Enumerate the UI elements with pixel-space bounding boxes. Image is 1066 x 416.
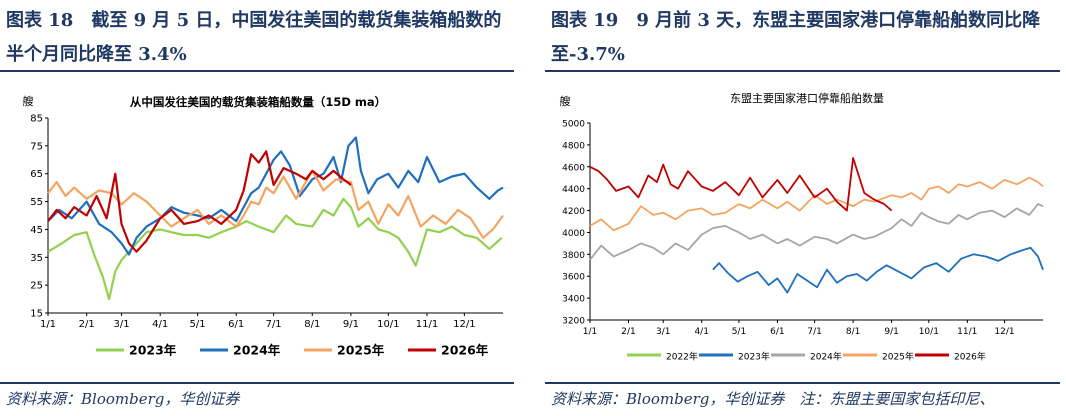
x-tick-label: 10/1 <box>919 327 939 337</box>
y-tick-label: 4200 <box>562 207 585 217</box>
x-tick-label: 7/1 <box>807 327 821 337</box>
x-tick-label: 10/1 <box>377 319 399 330</box>
x-tick-label: 2/1 <box>621 327 635 337</box>
x-tick-label: 12/1 <box>453 319 475 330</box>
x-tick-label: 6/1 <box>770 327 784 337</box>
y-tick-label: 45 <box>30 225 43 236</box>
x-tick-label: 3/1 <box>114 319 130 330</box>
y-tick-label: 85 <box>30 114 43 125</box>
x-tick-label: 11/1 <box>416 319 438 330</box>
y-tick-label: 4000 <box>562 229 585 239</box>
legend-label: 2024年 <box>810 351 842 363</box>
legend-label: 2023年 <box>129 343 177 358</box>
x-tick-label: 9/1 <box>884 327 898 337</box>
series-line <box>589 157 893 212</box>
x-tick-label: 4/1 <box>694 327 708 337</box>
x-tick-label: 1/1 <box>583 327 597 337</box>
x-tick-label: 4/1 <box>152 319 168 330</box>
source-note: 资料来源：Bloomberg，华创证券 注：东盟主要国家包括印尼、 <box>551 390 995 408</box>
y-tick-label: 3400 <box>562 295 585 305</box>
asean-port-call-chart: 东盟主要国家港口停靠船舶数量 艘 3200 3400 3600 3800 4000 4200 4… <box>560 91 1044 363</box>
y-tick-label: 25 <box>30 281 43 292</box>
legend-label: 2023年 <box>738 351 770 363</box>
series-line <box>47 150 352 253</box>
china-us-ship-chart: 从中国发往美国的载货集装箱船数量（15D ma） 艘 15 25 35 45 55 65 75 8… <box>23 94 504 358</box>
x-tick-label: 6/1 <box>228 319 244 330</box>
y-tick-label: 3600 <box>562 273 585 283</box>
series-line <box>47 136 504 256</box>
series-line <box>589 203 1044 261</box>
x-tick-label: 11/1 <box>957 327 977 337</box>
source-rule <box>545 382 1060 384</box>
series-line <box>589 176 1044 232</box>
x-tick-label: 7/1 <box>266 319 282 330</box>
source-note: 资料来源：Bloomberg，华创证券 <box>6 390 240 408</box>
y-tick-label: 5000 <box>562 120 585 130</box>
y-tick-label: 65 <box>30 169 43 180</box>
figure-title: 图表 18 截至 9 月 5 日，中国发往美国的载货集装箱船数的半个月同比降至 … <box>6 10 502 65</box>
y-tick-label: 3800 <box>562 251 585 261</box>
figure-panel-18: 图表 18 截至 9 月 5 日，中国发往美国的载货集装箱船数的半个月同比降至 … <box>0 0 520 416</box>
legend-label: 2025年 <box>882 351 914 363</box>
x-tick-label: 5/1 <box>732 327 746 337</box>
series-line <box>47 197 503 301</box>
source-rule <box>0 382 514 384</box>
y-tick-label: 55 <box>30 197 43 208</box>
x-tick-label: 8/1 <box>304 319 320 330</box>
x-tick-label: 5/1 <box>190 319 206 330</box>
chart-title: 从中国发往美国的载货集装箱船数量（15D ma） <box>130 95 386 109</box>
chart-title: 东盟主要国家港口停靠船舶数量 <box>730 91 884 105</box>
x-tick-label: 9/1 <box>343 319 359 330</box>
legend-label: 2026年 <box>954 351 986 363</box>
series-line <box>712 246 1044 294</box>
legend-label: 2025年 <box>337 343 385 358</box>
x-tick-label: 8/1 <box>846 327 860 337</box>
y-tick-label: 4800 <box>562 141 585 151</box>
x-tick-label: 3/1 <box>656 327 670 337</box>
y-tick-label: 35 <box>30 253 43 264</box>
legend-label: 2026年 <box>441 343 489 358</box>
y-tick-label: 75 <box>30 141 43 152</box>
y-tick-label: 3200 <box>562 317 585 327</box>
x-tick-label: 2/1 <box>79 319 95 330</box>
figure-panel-19: 图表 19 9 月前 3 天，东盟主要国家港口停靠船舶数同比降至-3.7% 东盟… <box>545 0 1066 416</box>
figure-title: 图表 19 9 月前 3 天，东盟主要国家港口停靠船舶数同比降至-3.7% <box>551 10 1041 65</box>
y-axis-unit: 艘 <box>560 94 571 108</box>
title-rule <box>545 70 1060 72</box>
x-tick-label: 12/1 <box>994 327 1014 337</box>
y-tick-label: 4600 <box>562 163 585 173</box>
y-tick-label: 4400 <box>562 185 585 195</box>
y-tick-label: 15 <box>30 309 43 320</box>
legend-label: 2022年 <box>666 351 698 363</box>
x-tick-label: 1/1 <box>40 319 56 330</box>
y-axis-unit: 艘 <box>23 94 34 108</box>
legend-label: 2024年 <box>233 343 281 358</box>
title-rule <box>0 70 514 72</box>
